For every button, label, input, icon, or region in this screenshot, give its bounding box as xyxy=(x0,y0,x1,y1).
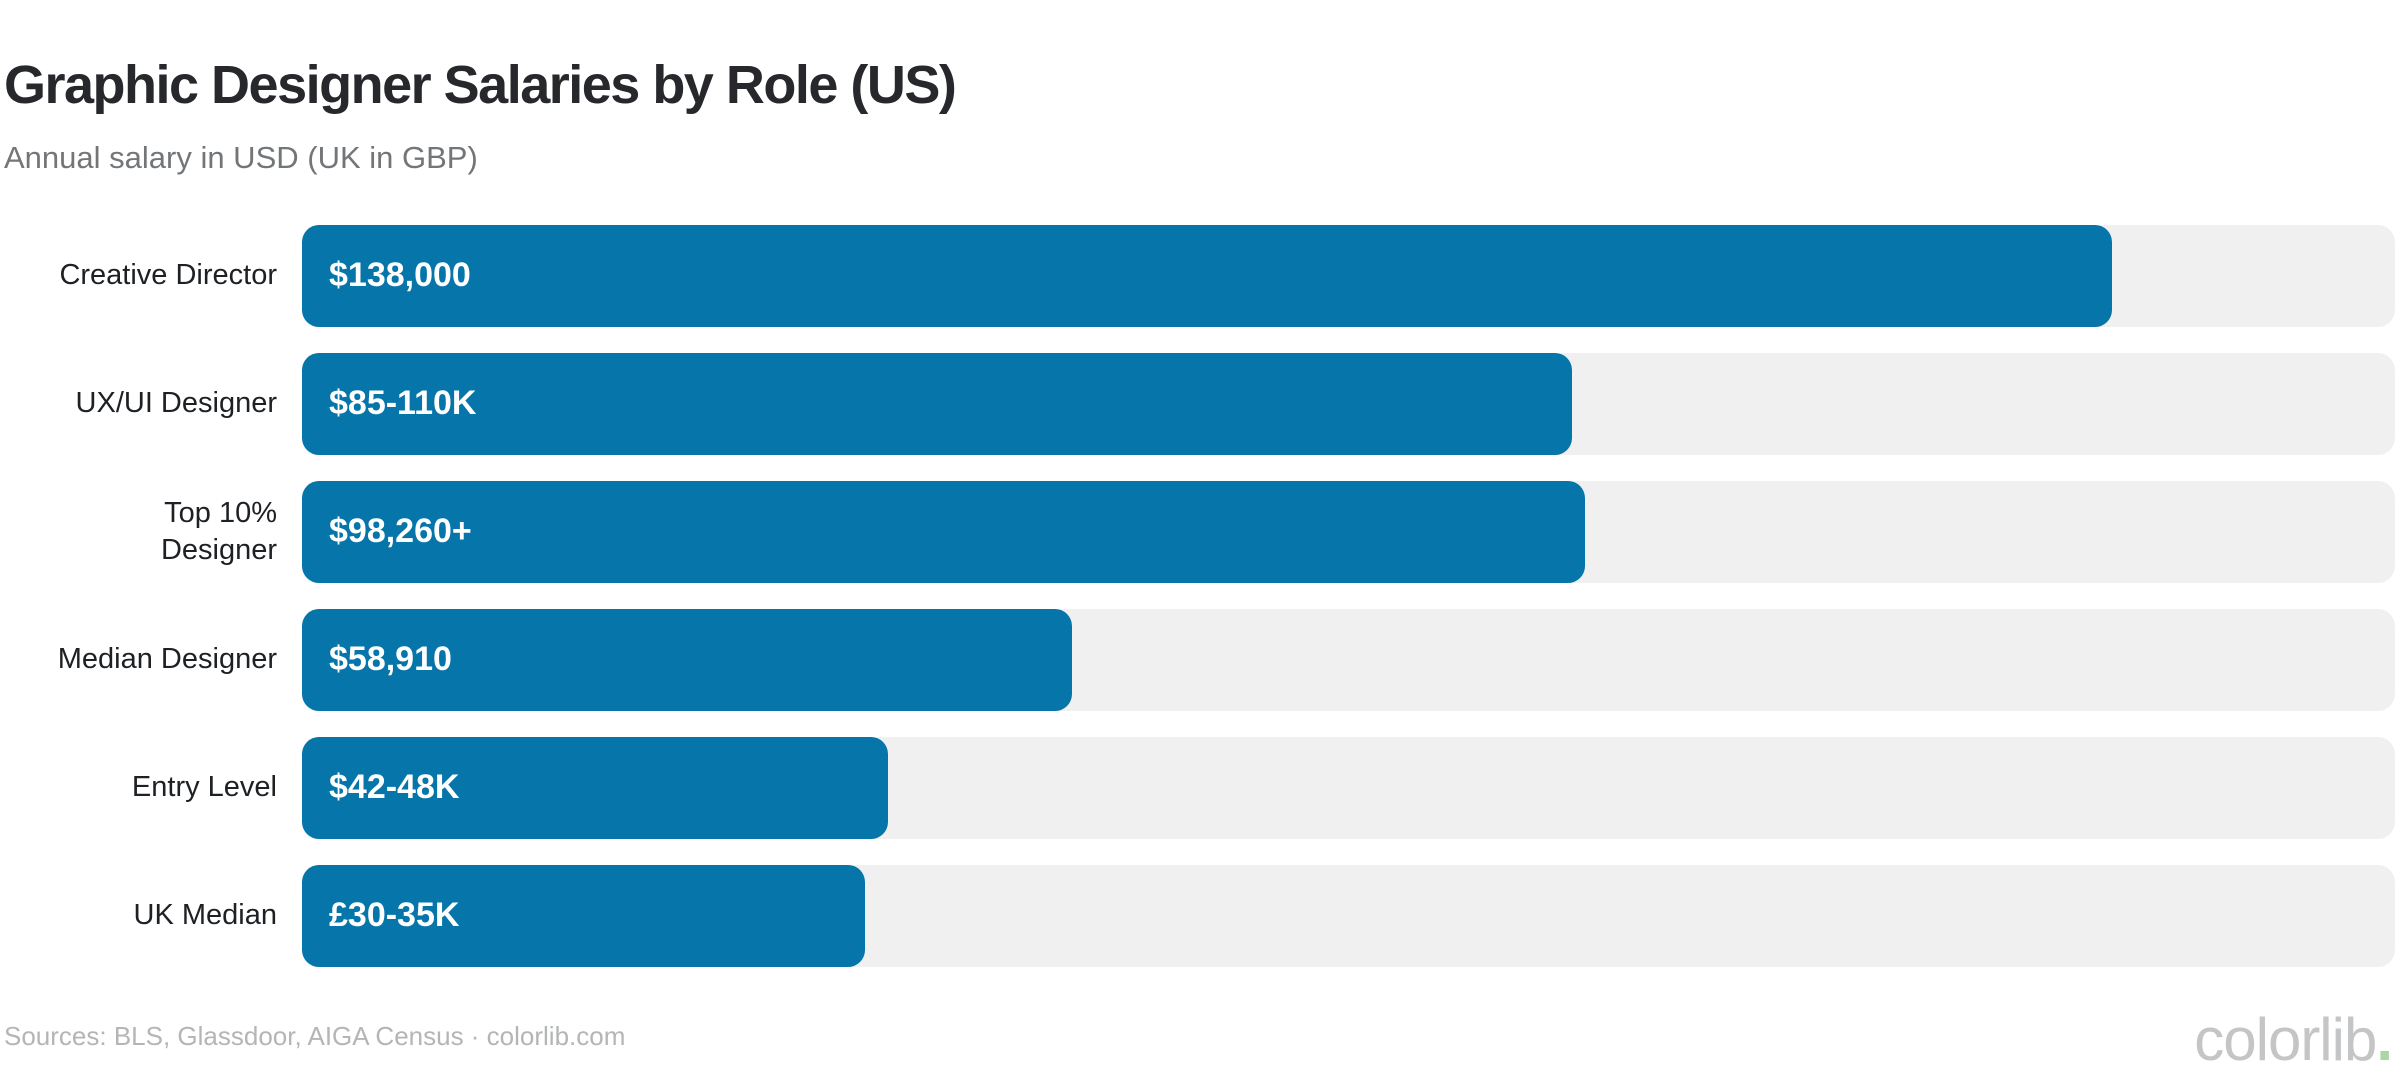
bar-creative-director: $138,000 xyxy=(302,224,2113,327)
bar-track-uk-median: £30-35K xyxy=(302,864,2395,967)
colorlib-logo-dot: . xyxy=(2376,1006,2393,1073)
bar-track-top-10-designer: $98,260+ xyxy=(302,480,2395,583)
row-label-creative-director: Creative Director xyxy=(59,259,277,292)
bar-top-10-designer: $98,260+ xyxy=(302,480,1585,583)
chart-header: Graphic Designer Salaries by Role (US) A… xyxy=(0,0,2400,177)
bar-track-creative-director: $138,000 xyxy=(302,224,2395,327)
bar-entry-level: $42-48K xyxy=(302,736,889,839)
bar-value-median-designer: $58,910 xyxy=(329,640,452,679)
bar-ux-ui-designer: $85-110K xyxy=(302,352,1573,455)
page-title: Graphic Designer Salaries by Role (US) xyxy=(4,55,957,115)
row-label-top-10-designer: Top 10% Designer xyxy=(160,497,277,566)
page-subtitle: Annual salary in USD (UK in GBP) xyxy=(4,140,478,176)
chart-row-top-10-designer: Top 10% Designer $98,260+ xyxy=(0,480,2400,583)
row-label-entry-level: Entry Level xyxy=(131,771,277,804)
bar-value-creative-director: $138,000 xyxy=(329,256,471,295)
colorlib-logo: colorlib. xyxy=(2194,1010,2393,1070)
chart-row-uk-median: UK Median £30-35K xyxy=(0,864,2400,967)
bar-track-ux-ui-designer: $85-110K xyxy=(302,352,2395,455)
row-label-ux-ui-designer: UX/UI Designer xyxy=(75,387,277,420)
chart-row-entry-level: Entry Level $42-48K xyxy=(0,736,2400,839)
colorlib-logo-text: colorlib xyxy=(2194,1006,2377,1073)
bar-uk-median: £30-35K xyxy=(302,864,866,967)
bar-value-ux-ui-designer: $85-110K xyxy=(329,384,477,423)
chart-row-creative-director: Creative Director $138,000 xyxy=(0,224,2400,327)
bar-track-entry-level: $42-48K xyxy=(302,736,2395,839)
bar-track-median-designer: $58,910 xyxy=(302,608,2395,711)
bar-value-top-10-designer: $98,260+ xyxy=(329,512,472,551)
row-label-median-designer: Median Designer xyxy=(57,643,277,676)
sources-note: Sources: BLS, Glassdoor, AIGA Census · c… xyxy=(4,1021,626,1051)
chart-row-median-designer: Median Designer $58,910 xyxy=(0,608,2400,711)
row-label-uk-median: UK Median xyxy=(133,899,277,932)
bar-chart: Creative Director $138,000 UX/UI Designe… xyxy=(0,224,2400,967)
bar-value-entry-level: $42-48K xyxy=(329,768,460,807)
bar-median-designer: $58,910 xyxy=(302,608,1073,711)
bar-value-uk-median: £30-35K xyxy=(329,896,460,935)
chart-row-ux-ui-designer: UX/UI Designer $85-110K xyxy=(0,352,2400,455)
